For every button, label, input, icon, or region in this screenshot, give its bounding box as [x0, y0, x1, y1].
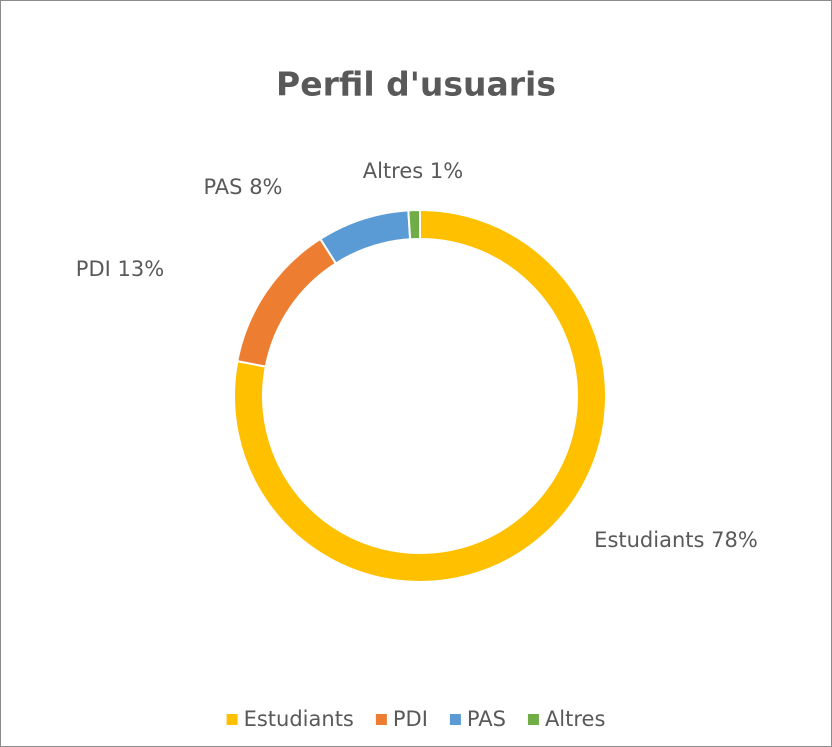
- data-label-category: PDI: [76, 257, 111, 281]
- data-label-value: 13%: [118, 257, 165, 281]
- legend-item: Altres: [527, 707, 605, 731]
- chart-title: Perfil d'usuaris: [276, 65, 556, 104]
- data-label: Altres 1%: [363, 159, 463, 183]
- legend-label: PDI: [393, 707, 428, 731]
- data-label-category: PAS: [203, 175, 242, 199]
- legend-label: PAS: [467, 707, 506, 731]
- legend-label: Estudiants: [244, 707, 354, 731]
- legend-item: PDI: [375, 707, 428, 731]
- legend-item: Estudiants: [226, 707, 354, 731]
- legend-swatch: [449, 714, 461, 725]
- legend-swatch: [375, 714, 387, 725]
- data-label-value: 8%: [249, 175, 282, 199]
- legend-swatch: [527, 714, 539, 725]
- donut-segment: [233, 208, 607, 583]
- data-label: PAS 8%: [203, 175, 282, 199]
- data-label-category: Altres: [363, 159, 423, 183]
- data-label-category: Estudiants: [594, 528, 704, 552]
- data-label-value: 1%: [430, 159, 463, 183]
- legend-item: PAS: [449, 707, 506, 731]
- donut-segment: [407, 208, 421, 241]
- data-label-value: 78%: [711, 528, 758, 552]
- legend-swatch: [226, 714, 238, 725]
- data-label: Estudiants 78%: [594, 528, 758, 552]
- data-label: PDI 13%: [76, 257, 164, 281]
- legend-label: Altres: [545, 707, 605, 731]
